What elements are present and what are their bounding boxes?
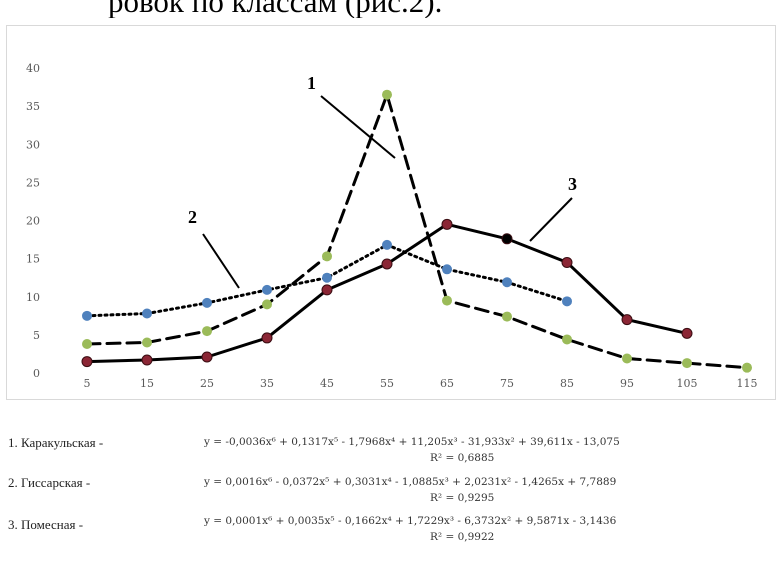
equation-r2: R² = 0,9295 (430, 492, 495, 504)
equation-name: 2. Гиссарская - (8, 475, 91, 490)
series-1-line (85, 93, 749, 370)
series-2-point (82, 310, 92, 321)
equation-name: 3. Помесная - (8, 517, 84, 532)
series-3-point (681, 327, 693, 339)
x-tick-label: 35 (260, 377, 274, 390)
series-1-point (742, 362, 752, 373)
y-tick-label: 0 (33, 367, 40, 380)
series-1-point (82, 339, 92, 350)
series-1-point (382, 89, 392, 100)
x-tick-label: 65 (440, 377, 454, 390)
x-tick-label: 55 (380, 377, 394, 390)
y-tick-label: 40 (26, 62, 40, 75)
y-tick-label: 20 (26, 215, 40, 228)
equation-name: 1. Каракульская - (8, 435, 104, 450)
equation-formula: y = 0,0001x⁶ + 0,0035x⁵ - 0,1662x⁴ + 1,7… (204, 515, 617, 527)
equation-r2: R² = 0,6885 (430, 452, 495, 464)
series-1-point (322, 251, 332, 262)
series-2-point (262, 284, 272, 295)
series-2-point (562, 296, 572, 307)
y-tick-label: 15 (26, 253, 40, 266)
series-3-point (201, 351, 213, 363)
series-1-point (202, 326, 212, 337)
x-tick-label: 105 (677, 377, 698, 390)
series-1-point (682, 358, 692, 369)
series-number-label: 3 (568, 174, 577, 194)
series-number-label: 1 (307, 73, 316, 93)
x-tick-label: 15 (140, 377, 154, 390)
series-2-point (382, 239, 392, 250)
series-3-point (561, 256, 573, 268)
y-tick-label: 10 (26, 291, 40, 304)
series-2-line (85, 243, 569, 318)
equation-formula: y = 0,0016x⁶ - 0,0372x⁵ + 0,3031x⁴ - 1,0… (204, 476, 617, 488)
x-tick-label: 85 (560, 377, 574, 390)
preceding-text-line: ровок по классам (рис.2). (108, 0, 443, 18)
series-3-point (381, 258, 393, 270)
equation-formula: y = -0,0036x⁶ + 0,1317x⁵ - 1,7968x⁴ + 11… (204, 436, 620, 448)
series-1-point (622, 353, 632, 364)
x-tick-label: 45 (320, 377, 334, 390)
series-1-point (142, 337, 152, 348)
x-tick-label: 115 (737, 377, 758, 390)
series-label-leader (202, 233, 240, 289)
series-label-leader (529, 197, 573, 242)
x-tick-label: 95 (620, 377, 634, 390)
y-tick-label: 25 (26, 176, 40, 189)
series-1-point (562, 334, 572, 345)
series-3-point (321, 284, 333, 296)
chart-area: 0 5 10 15 20 25 30 35 40 5 15 25 35 45 55 65 75 85 95 105 11… (6, 25, 776, 400)
series-3-point (141, 354, 153, 366)
x-tick-label: 5 (84, 377, 91, 390)
series-2-point (142, 308, 152, 319)
series-2-point (442, 264, 452, 275)
series-3-point (81, 356, 93, 368)
y-tick-label: 5 (33, 329, 40, 342)
x-tick-label: 25 (200, 377, 214, 390)
series-number-label: 2 (188, 207, 197, 227)
series-1-point (442, 295, 452, 306)
y-tick-label: 35 (26, 100, 40, 113)
series-3-point (441, 218, 453, 230)
series-3-point (621, 314, 633, 326)
y-tick-label: 30 (26, 138, 40, 151)
x-tick-label: 75 (500, 377, 514, 390)
series-1-point (262, 299, 272, 310)
series-2-point (322, 272, 332, 283)
series-3-point (261, 332, 273, 344)
series-3-point (501, 233, 513, 245)
series-label-leader (320, 95, 396, 159)
series-2-point (502, 277, 512, 288)
series-1-point (502, 311, 512, 322)
series-2-point (202, 297, 212, 308)
equation-r2: R² = 0,9922 (430, 531, 495, 543)
